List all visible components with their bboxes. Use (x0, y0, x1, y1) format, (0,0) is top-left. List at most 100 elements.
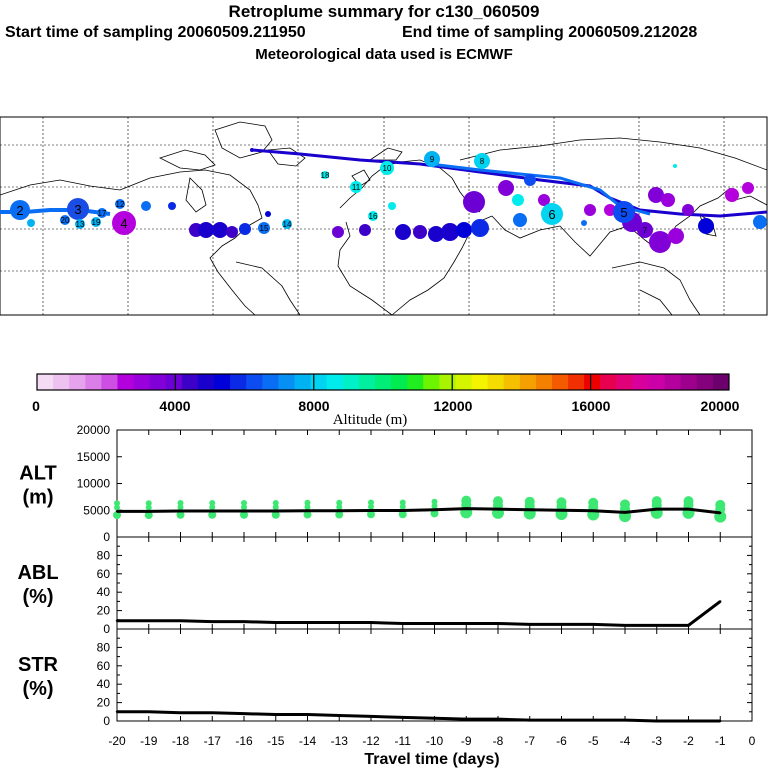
data-point (338, 714, 341, 717)
x-tick-label: -8 (493, 734, 504, 748)
plume-marker (513, 213, 527, 227)
trajectory-day-label: 15 (260, 224, 269, 233)
y-tick-label: 0 (103, 714, 110, 728)
panel-frame-alt (116, 429, 753, 538)
plume-marker (463, 191, 485, 213)
altitude-spread-point (335, 510, 344, 519)
plume-marker (753, 215, 767, 229)
data-point (147, 510, 150, 513)
x-tick-label: -14 (299, 734, 317, 748)
altitude-spread-point (271, 510, 280, 519)
altitude-spread-point (144, 511, 153, 520)
colorbar-swatch (230, 374, 247, 390)
time-series-panels: 20000150001000050000ALT(m)806040200ABL(%… (17, 423, 755, 748)
data-point (147, 619, 150, 622)
page-title: Retroplume summary for c130_060509 (228, 2, 540, 21)
y-tick-label: 20 (97, 604, 111, 618)
colorbar-swatch (294, 374, 311, 390)
y-tick-label: 20000 (77, 423, 111, 437)
plume-marker (512, 194, 524, 206)
x-tick-label: -20 (108, 734, 126, 748)
colorbar-swatch (358, 374, 376, 390)
y-tick-label: 0 (103, 622, 110, 636)
data-point (306, 713, 309, 716)
y-tick-label: 60 (97, 659, 111, 673)
colorbar-swatch (278, 374, 295, 390)
plume-marker (168, 202, 176, 210)
colorbar-swatch (181, 374, 199, 390)
plume-marker (698, 218, 714, 234)
altitude-spread-point (399, 503, 406, 510)
plume-marker (380, 161, 394, 175)
colorbar-swatch (568, 374, 585, 390)
colorbar-swatch (374, 374, 392, 390)
data-point (147, 710, 150, 713)
plume-marker (725, 188, 739, 202)
colorbar-swatch (535, 374, 553, 390)
colorbar-swatch (246, 374, 263, 390)
plume-marker (524, 174, 536, 186)
colorbar-swatch (310, 374, 328, 390)
altitude-spread-point (208, 510, 217, 519)
plume-marker (27, 219, 35, 227)
data-point (211, 620, 214, 623)
plume-marker (541, 203, 563, 225)
x-tick-label: -9 (461, 734, 472, 748)
plume-marker (413, 225, 427, 239)
colorbar-swatch (600, 374, 617, 390)
trajectory-day-label: 5 (620, 205, 627, 220)
data-point (687, 719, 690, 723)
data-point (687, 507, 690, 511)
data-point (274, 509, 277, 513)
data-point (623, 718, 627, 722)
plume-marker (668, 228, 684, 244)
colorbar-frame (36, 373, 730, 391)
altitude-spread-point (241, 504, 247, 511)
colorbar-swatch (696, 374, 714, 390)
data-point (433, 508, 436, 511)
data-point (242, 509, 246, 513)
altitude-spread-point (240, 510, 248, 519)
altitude-spread-point (209, 500, 216, 507)
x-tick-label: -17 (204, 734, 222, 748)
altitude-spread-point (209, 504, 216, 511)
plume-marker (265, 211, 271, 217)
plume-marker (91, 217, 101, 227)
data-point (592, 623, 595, 626)
x-tick-label: -11 (395, 734, 412, 748)
data-point (179, 619, 182, 622)
colorbar (36, 373, 730, 391)
data-point (592, 509, 595, 512)
plume-marker (471, 219, 489, 237)
data-point (369, 621, 373, 624)
panel-unit-alt: (m) (22, 487, 53, 509)
altitude-spread-point (368, 499, 374, 506)
series-line-str (117, 710, 721, 723)
data-point (623, 511, 627, 514)
data-point (496, 622, 500, 625)
plume-marker (97, 208, 107, 218)
data-point (560, 623, 563, 626)
plume-marker (742, 182, 754, 194)
trajectory-day-label: 2 (16, 203, 23, 218)
colorbar-tick-label: 12000 (434, 398, 473, 414)
colorbar-swatch (503, 374, 521, 390)
altitude-spread-point (114, 504, 120, 511)
data-point (719, 719, 722, 723)
plume-marker (604, 204, 616, 216)
colorbar-swatch (632, 374, 649, 390)
colorbar-swatch (487, 374, 505, 390)
altitude-spread-point (336, 499, 343, 506)
plume-marker (395, 224, 411, 240)
altitude-spread-point (145, 500, 152, 507)
panel-label-abl: ABL (17, 562, 58, 584)
x-tick-label: 0 (749, 734, 756, 748)
plume-marker (584, 204, 596, 216)
colorbar-swatch (551, 374, 569, 390)
data-point (179, 711, 182, 714)
x-tick-label: -13 (331, 734, 349, 748)
y-tick-label: 80 (97, 548, 111, 562)
colorbar-swatch (712, 374, 730, 390)
trajectory-day-label: 7 (643, 226, 648, 235)
